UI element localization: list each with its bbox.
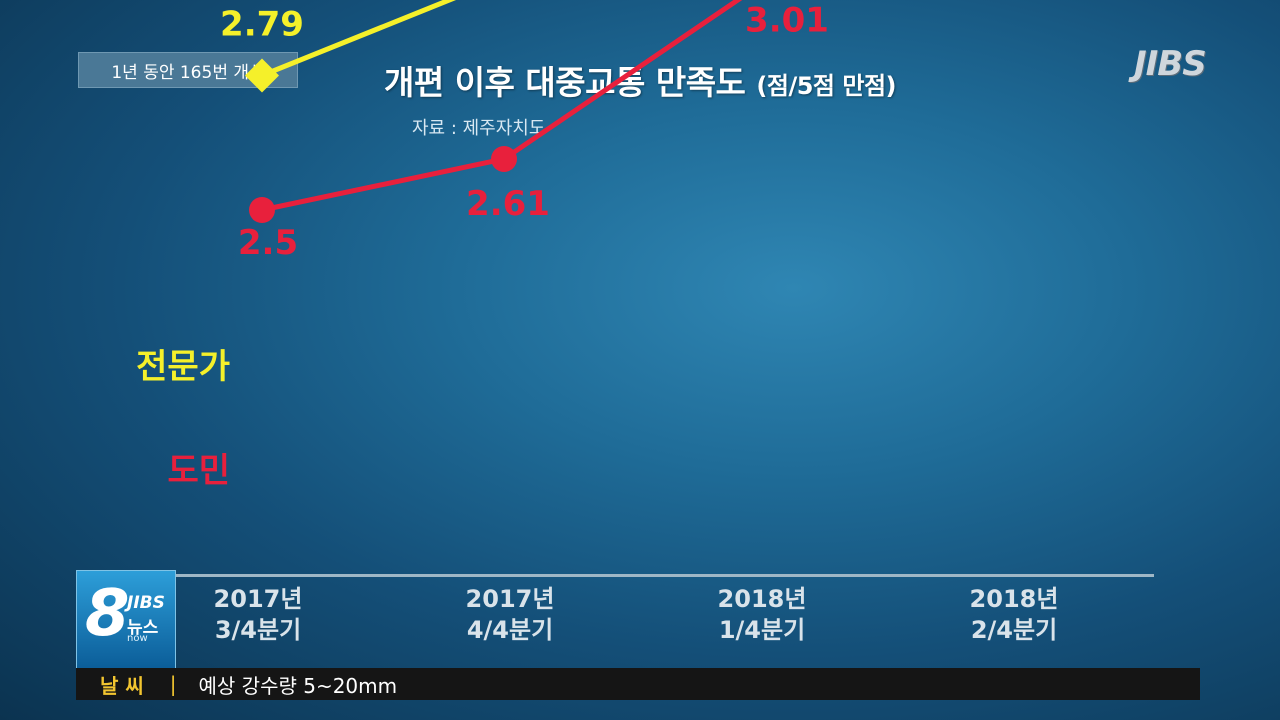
data-label-1-2: 3.01	[745, 0, 829, 40]
news-logo-label: 뉴스	[127, 618, 159, 638]
chart-title: 개편 이후 대중교통 만족도 (점/5점 만점)	[300, 56, 980, 104]
news-ticker: 날 씨 | 예상 강수량 5~20mm	[76, 668, 1200, 700]
legend-0: 전문가	[136, 347, 230, 387]
x-axis-line	[172, 574, 1154, 577]
x-tick-label-line-0: 2017년	[465, 585, 555, 613]
legend-1: 도민	[167, 451, 230, 491]
data-point-0-0	[245, 58, 279, 93]
x-tick-label-line-0: 2018년	[969, 585, 1059, 613]
x-tick-label: 2018년 1/4분기	[682, 584, 842, 646]
x-tick-label: 2018년 2/4분기	[934, 584, 1094, 646]
jibs-logo: JIBS	[1134, 44, 1207, 84]
x-tick-label-line-1: 1/4분기	[718, 616, 806, 644]
x-tick-label-line-1: 2/4분기	[970, 616, 1058, 644]
news-logo-brand: JIBS	[127, 593, 165, 613]
data-label-1-1: 2.61	[466, 184, 550, 224]
source-note: 자료 : 제주자치도	[412, 118, 546, 139]
x-tick-label-line-0: 2018년	[717, 585, 807, 613]
x-tick-label: 2017년 4/4분기	[430, 584, 590, 646]
x-tick-label-line-1: 4/4분기	[466, 616, 554, 644]
ticker-label: 날 씨	[100, 673, 144, 698]
ticker-text: 예상 강수량 5~20mm	[198, 673, 398, 698]
ticker-separator: |	[169, 672, 177, 696]
chart-title-unit: (점/5점 만점)	[756, 72, 896, 100]
series-line-1	[261, 0, 743, 213]
chart-title-text: 개편 이후 대중교통 만족도	[383, 63, 746, 102]
data-point-1-0	[249, 197, 275, 223]
data-label-1-0: 2.5	[238, 223, 298, 263]
news-program-logo: 8 JIBS 뉴스 now	[76, 570, 176, 670]
x-tick-label: 2017년 3/4분기	[178, 584, 338, 646]
series-line-0	[261, 0, 457, 78]
data-label-0-0: 2.79	[220, 4, 304, 44]
x-tick-label-line-0: 2017년	[213, 585, 303, 613]
x-tick-label-line-1: 3/4분기	[214, 616, 302, 644]
news-logo-number: 8	[85, 577, 130, 651]
data-point-1-1	[491, 145, 517, 172]
news-logo-sub: now	[127, 633, 148, 644]
